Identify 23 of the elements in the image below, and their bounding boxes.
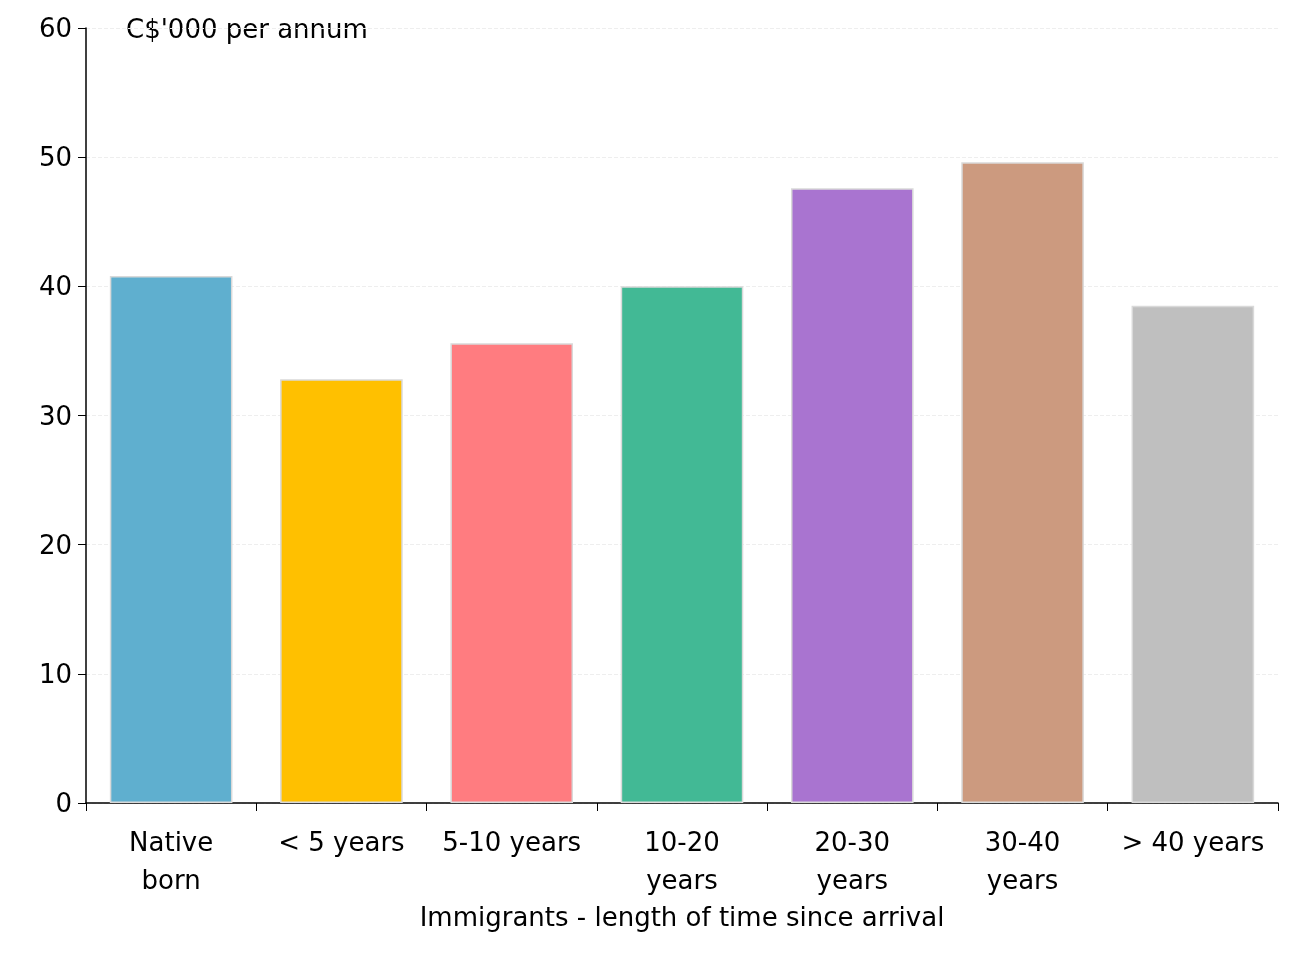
bar — [790, 188, 914, 803]
bar — [1131, 305, 1255, 803]
y-tick-label: 0 — [55, 788, 72, 818]
bar — [109, 276, 233, 803]
x-tick-label: Native born — [129, 827, 214, 895]
x-tick-label: 5-10 years — [442, 827, 582, 857]
y-tick-label: 20 — [38, 529, 72, 560]
x-tick-label: 10-20 years — [644, 827, 720, 895]
y-tick-label: 50 — [38, 142, 72, 173]
bar — [961, 162, 1084, 803]
x-tick-label: < 5 years — [278, 827, 405, 857]
x-tick-label: 20-30 years — [814, 827, 891, 895]
y-tick-label: 60 — [38, 13, 72, 43]
y-tick-label: 10 — [38, 658, 72, 689]
bar — [280, 379, 403, 803]
x-axis-title: Immigrants - length of time since arrival — [419, 901, 945, 932]
bar — [450, 343, 574, 803]
y-axis-title: C$'000 per annum — [126, 14, 368, 44]
y-tick-label: 30 — [38, 400, 72, 431]
x-tick-label: 30-40 years — [984, 827, 1061, 895]
y-tick-label: 40 — [38, 271, 72, 302]
x-tick-label: > 40 years — [1121, 827, 1265, 857]
bar — [620, 286, 744, 803]
